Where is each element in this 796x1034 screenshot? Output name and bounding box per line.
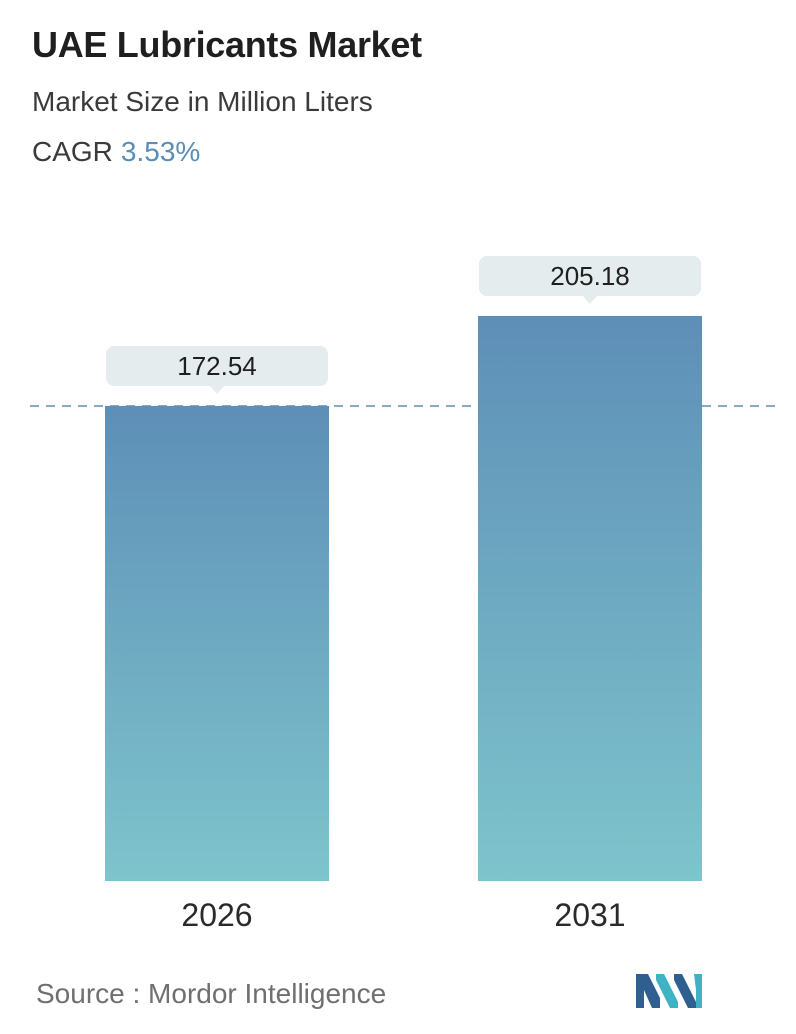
data-label-pointer-2026: [209, 385, 225, 394]
cagr-value: 3.53%: [120, 136, 201, 167]
x-tick-label-2026: 2026: [181, 897, 252, 933]
cagr-line: CAGR 3.53%: [32, 136, 200, 168]
x-tick-label-2031: 2031: [554, 897, 625, 933]
bar-2031: [478, 316, 702, 881]
bar-2026: [105, 406, 329, 881]
data-label-2031: 205.18: [550, 261, 630, 291]
data-label-bubble-2031: [479, 256, 701, 296]
chart-subtitle: Market Size in Million Liters: [32, 86, 373, 117]
mordor-intelligence-logo-icon: [636, 974, 702, 1008]
data-label-2026: 172.54: [177, 351, 257, 381]
source-text: Source : Mordor Intelligence: [36, 978, 387, 1009]
cagr-label: CAGR: [32, 136, 113, 167]
chart-title: UAE Lubricants Market: [32, 24, 422, 65]
data-label-bubble-2026: [106, 346, 328, 386]
data-label-pointer-2031: [582, 295, 598, 304]
